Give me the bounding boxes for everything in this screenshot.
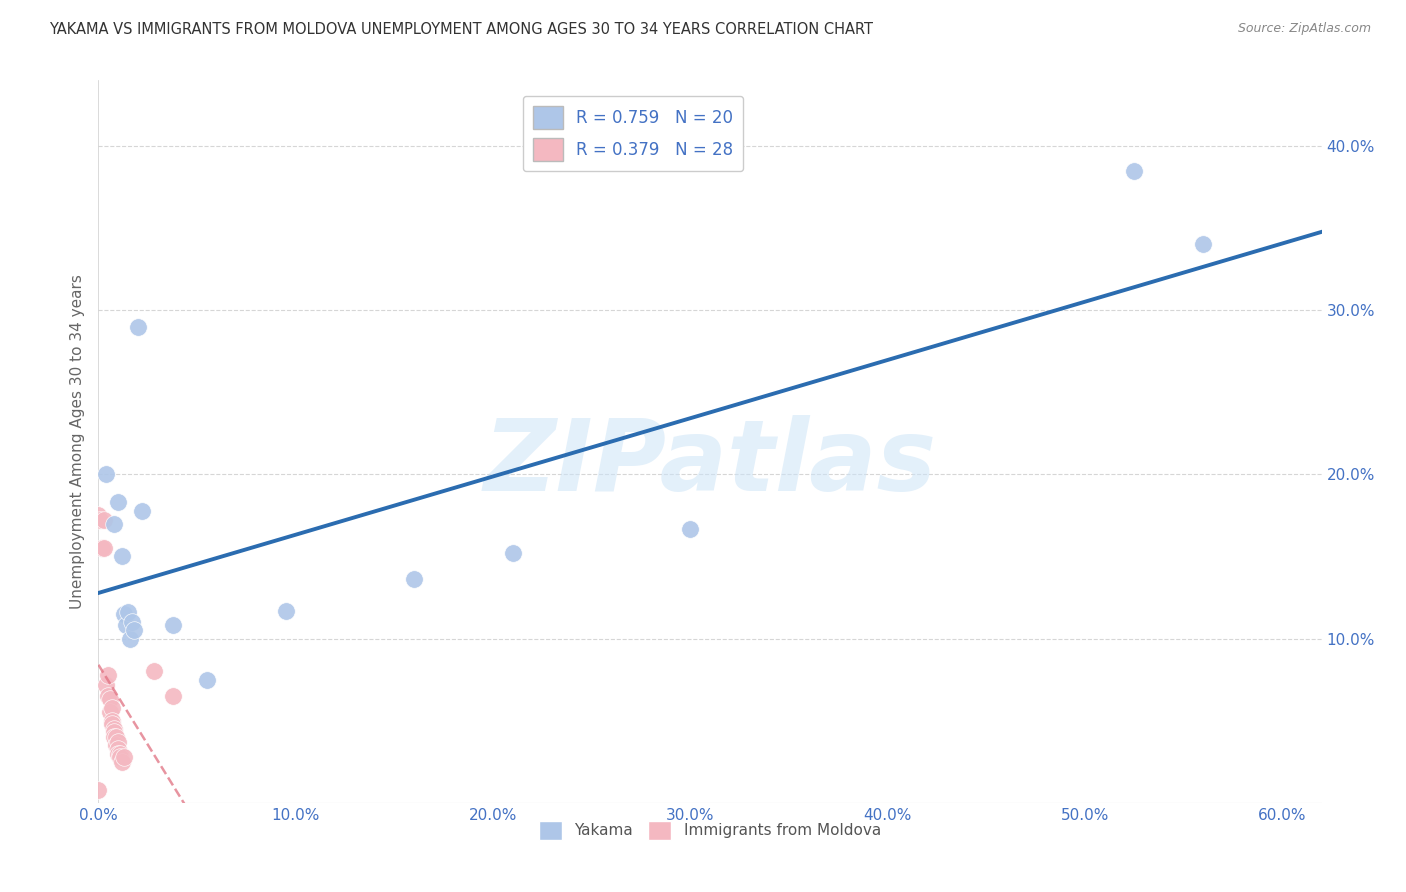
Point: [98, 692, 121, 706]
Point: [93, 513, 115, 527]
Text: ZIPatlas: ZIPatlas: [484, 415, 936, 512]
Point: [195, 673, 218, 687]
Point: [101, 717, 124, 731]
Point: [105, 739, 128, 753]
Point: [502, 546, 524, 560]
Point: [96, 677, 118, 691]
Point: [87, 782, 110, 797]
Point: [98, 706, 121, 720]
Text: YAKAMA VS IMMIGRANTS FROM MOLDOVA UNEMPLOYMENT AMONG AGES 30 TO 34 YEARS CORRELA: YAKAMA VS IMMIGRANTS FROM MOLDOVA UNEMPL…: [49, 22, 873, 37]
Point: [108, 747, 131, 761]
Point: [96, 467, 118, 482]
Point: [112, 607, 135, 621]
Point: [162, 618, 184, 632]
Point: [107, 735, 129, 749]
Point: [1192, 237, 1215, 252]
Point: [115, 618, 138, 632]
Point: [117, 605, 139, 619]
Point: [122, 624, 145, 638]
Point: [89, 513, 111, 527]
Point: [679, 522, 702, 536]
Point: [101, 700, 124, 714]
Point: [111, 549, 134, 564]
Legend: Yakama, Immigrants from Moldova: Yakama, Immigrants from Moldova: [533, 815, 887, 846]
Point: [105, 730, 128, 744]
Point: [103, 516, 125, 531]
Text: Source: ZipAtlas.com: Source: ZipAtlas.com: [1237, 22, 1371, 36]
Y-axis label: Unemployment Among Ages 30 to 34 years: Unemployment Among Ages 30 to 34 years: [69, 274, 84, 609]
Point: [1123, 163, 1146, 178]
Point: [404, 573, 426, 587]
Point: [87, 508, 110, 523]
Point: [93, 541, 115, 556]
Point: [107, 495, 129, 509]
Point: [112, 749, 135, 764]
Point: [142, 665, 165, 679]
Point: [101, 714, 124, 728]
Point: [97, 667, 120, 681]
Point: [118, 632, 141, 646]
Point: [107, 741, 129, 756]
Point: [107, 747, 129, 761]
Point: [131, 503, 153, 517]
Point: [162, 689, 184, 703]
Point: [111, 755, 134, 769]
Point: [127, 319, 149, 334]
Point: [103, 725, 125, 739]
Point: [97, 689, 120, 703]
Point: [103, 722, 125, 736]
Point: [274, 604, 297, 618]
Point: [108, 749, 131, 764]
Point: [103, 730, 125, 744]
Point: [121, 615, 143, 630]
Point: [91, 541, 114, 556]
